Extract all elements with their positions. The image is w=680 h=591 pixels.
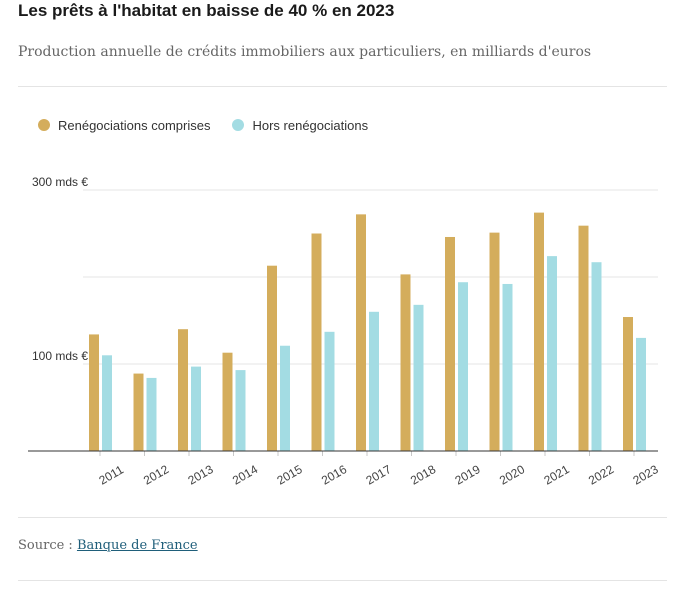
bar-1 <box>623 317 633 451</box>
chart-subtitle: Production annuelle de crédits immobilie… <box>18 44 592 60</box>
bar-2 <box>636 337 646 451</box>
top-divider <box>18 86 667 87</box>
bar-2 <box>369 311 379 451</box>
bar-1 <box>489 232 500 451</box>
footer-divider <box>18 580 667 581</box>
legend: Renégociations comprises Hors renégociat… <box>18 115 390 135</box>
bar-2 <box>280 345 290 451</box>
x-tick-label: 2017 <box>364 462 394 488</box>
x-tick-label: 2020 <box>497 462 527 488</box>
legend-swatch-series-2 <box>232 119 245 131</box>
x-tick-label: 2014 <box>230 462 260 488</box>
x-tick-label: 2011 <box>97 462 127 487</box>
bar-2 <box>458 282 468 451</box>
bar-chart: 2011 2012 2013 2014 2015 2016 2017 2018 2019 2020… <box>28 175 661 488</box>
source-prefix: Source : <box>18 538 77 553</box>
legend-item-series-1: Renégociations comprises <box>18 118 210 133</box>
x-tick-label: 2012 <box>141 462 171 488</box>
bar-1 <box>578 225 589 451</box>
bar-1 <box>534 212 544 451</box>
bar-1 <box>311 233 322 451</box>
bar-2 <box>146 377 157 451</box>
bar-1 <box>222 352 233 451</box>
x-tick-label: 2013 <box>186 462 216 488</box>
bar-2 <box>191 366 201 451</box>
legend-label-series-1: Renégociations comprises <box>58 117 211 133</box>
bar-2 <box>102 355 112 451</box>
x-tick-label: 2021 <box>542 462 572 488</box>
bar-1 <box>356 214 366 451</box>
source-link[interactable]: Banque de France <box>76 538 198 553</box>
bar-2 <box>502 283 513 451</box>
bar-1 <box>133 373 144 451</box>
chart-title: Les prêts à l'habitat en baisse de 40 % … <box>18 1 395 20</box>
y-tick-label: 300 mds € <box>32 175 88 189</box>
x-tick-label: 2015 <box>275 462 305 488</box>
x-tick-label: 2016 <box>319 462 349 488</box>
bottom-divider <box>18 517 667 518</box>
bar-1 <box>400 274 411 451</box>
legend-label-series-2: Hors renégociations <box>252 117 369 133</box>
legend-swatch-series-1 <box>38 119 50 131</box>
bar-2 <box>413 304 424 451</box>
bar-1 <box>267 265 277 451</box>
bar-2 <box>235 370 246 451</box>
legend-item-series-2: Hors renégociations <box>232 118 368 133</box>
bar-2 <box>324 331 335 451</box>
x-tick-label: 2022 <box>586 462 616 488</box>
bar-1 <box>89 334 99 451</box>
bar-1 <box>178 329 188 451</box>
bar-2 <box>547 256 557 451</box>
x-tick-label: 2019 <box>453 462 483 488</box>
bar-2 <box>591 262 602 451</box>
source-line: Source : Banque de France <box>18 538 198 553</box>
x-tick-label: 2018 <box>408 462 438 488</box>
y-tick-label: 100 mds € <box>32 349 88 363</box>
bar-1 <box>445 236 455 451</box>
x-tick-label: 2023 <box>631 462 661 488</box>
